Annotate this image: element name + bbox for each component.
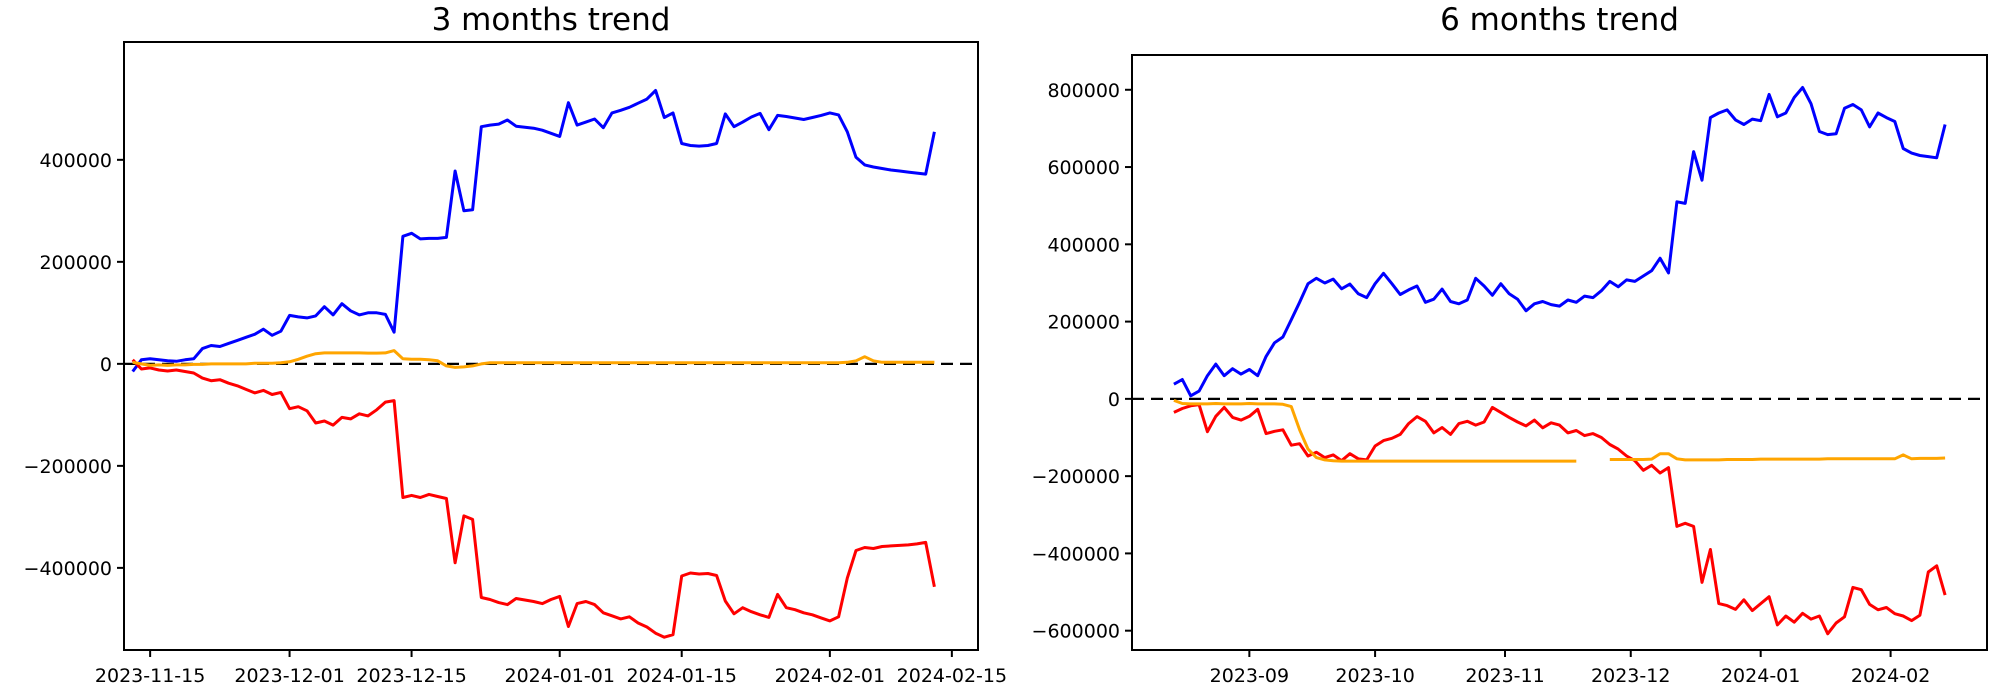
axes-box: [123, 41, 979, 651]
x-tick-label: 2024-02-15: [897, 665, 1007, 687]
chart-title-3-months: 3 months trend: [431, 2, 671, 38]
y-tick-label: 200000: [1047, 312, 1120, 334]
x-tick-label: 2023-12-15: [356, 665, 466, 687]
y-tick-label: 0: [1108, 389, 1120, 411]
y-tick-label: 0: [100, 354, 112, 376]
series-line-blue: [131, 89, 936, 373]
x-tick-label: 2023-12: [1591, 665, 1670, 687]
y-tick-label: 400000: [39, 150, 112, 172]
y-tick-label: 400000: [1047, 234, 1120, 256]
x-tick-label: 2023-11-15: [95, 665, 205, 687]
y-tick-label: −400000: [1032, 543, 1120, 565]
series-line-orange: [132, 349, 935, 369]
y-tick-label: −200000: [24, 456, 112, 478]
y-tick-label: −200000: [1032, 466, 1120, 488]
x-tick-label: 2024-01-15: [627, 665, 737, 687]
x-tick-label: 2023-10: [1335, 665, 1414, 687]
chart-6-months-trend: 800000 600000 400000 200000 0 −200000 −400000 −…: [1032, 54, 1988, 687]
y-tick-label: −400000: [24, 558, 112, 580]
chart-title-6-months: 6 months trend: [1440, 2, 1679, 38]
x-tick-label: 2023-12-01: [234, 665, 344, 687]
series-line-red: [131, 358, 936, 639]
series-line-red: [1173, 403, 1947, 636]
y-tick-label: 800000: [1047, 80, 1120, 102]
series-line-orange: [1173, 398, 1577, 463]
chart-3-months-trend: 400000 200000 0 −200000 −400000 2023-11-15 202…: [24, 41, 1007, 687]
y-tick-label: 600000: [1047, 157, 1120, 179]
y-tick-label: −600000: [1032, 621, 1120, 643]
x-tick-label: 2024-01: [1721, 665, 1800, 687]
series-line-orange: [1609, 452, 1946, 462]
x-tick-label: 2024-01-01: [505, 665, 615, 687]
x-tick-label: 2024-02: [1851, 665, 1930, 687]
x-tick-label: 2023-11: [1465, 665, 1544, 687]
series-line-blue: [1173, 86, 1947, 398]
axes-box: [1131, 54, 1988, 651]
x-tick-label: 2024-02-01: [775, 665, 885, 687]
x-tick-label: 2023-09: [1210, 665, 1289, 687]
y-tick-label: 200000: [39, 252, 112, 274]
